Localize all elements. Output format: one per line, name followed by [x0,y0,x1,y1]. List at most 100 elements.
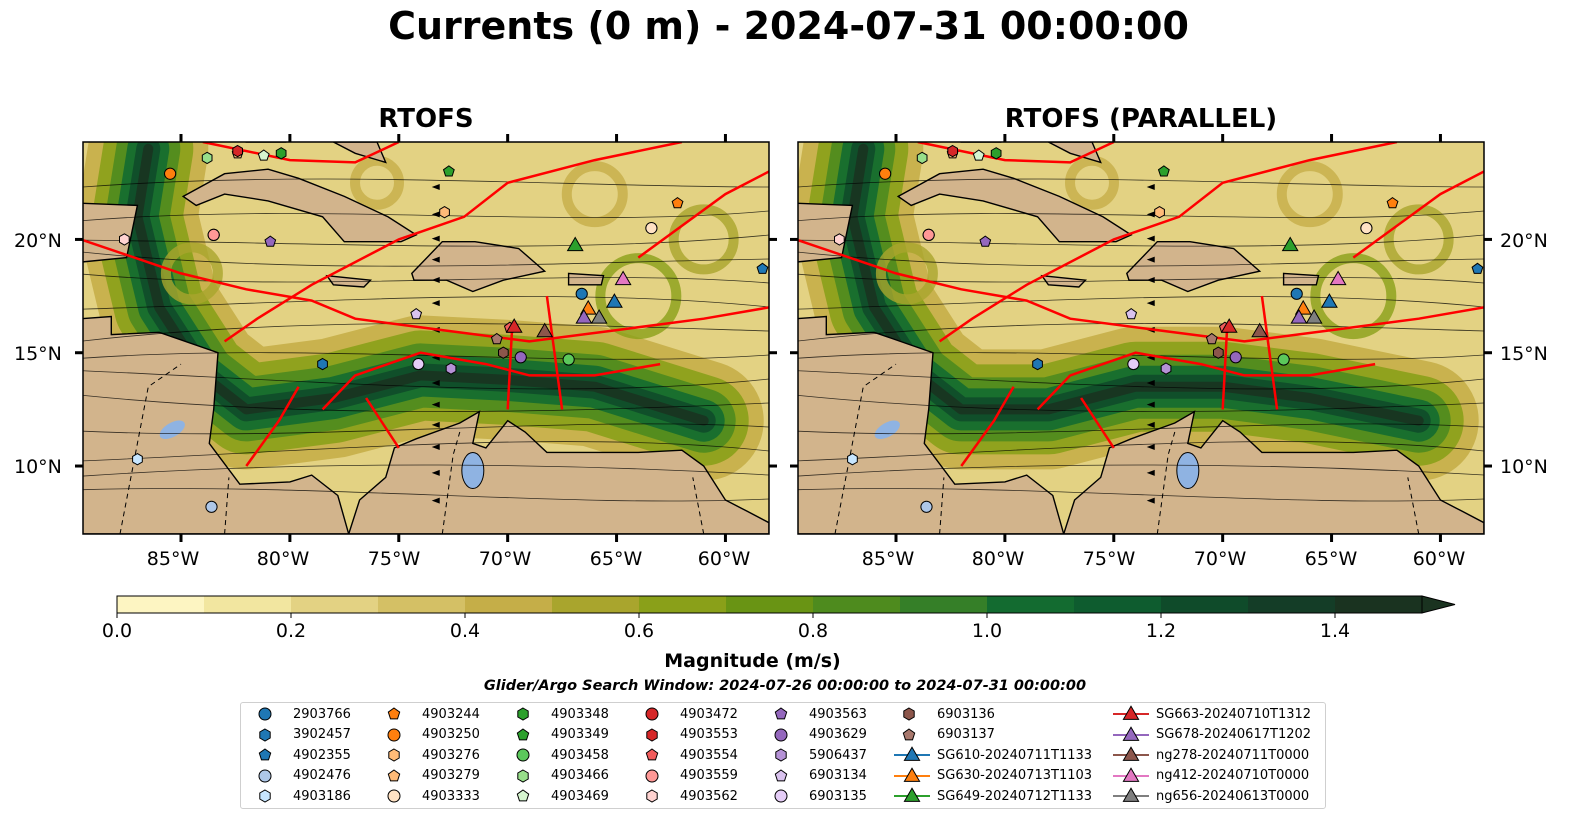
legend-hexagon-icon [259,789,271,803]
legend-hexagon-icon [646,727,658,742]
map-rtofs-parallel [790,134,1492,542]
legend-marker [645,769,659,782]
colorbar-tick-label: 0.8 [798,620,828,642]
eez-boundary-0 [202,142,400,164]
lake-maracaibo [461,452,485,490]
observation-4903244 [1386,196,1399,209]
legend-label: 3902457 [293,727,351,742]
eddy-ring-2 [350,155,404,210]
legend-marker [774,728,788,741]
legend-triangle-icon [1122,746,1140,761]
legend-item-SG610-20240711T1133: SG610-20240711T1133 [891,745,1092,765]
lon-label-65w-left: 65°W [589,548,643,570]
land-central-america [83,315,350,534]
lat-label-20n-right: 20°N [1500,230,1548,252]
observation-4902355 [756,262,769,274]
country-border-1 [939,477,945,534]
legend-item-4903349: 4903349 [505,725,609,745]
figure-title: Currents (0 m) - 2024-07-31 00:00:00 [388,4,1189,48]
map-frame [82,141,770,535]
colorbar-frame [116,595,1423,614]
country-border-1 [224,477,230,534]
streamlines [83,178,769,504]
legend-item-4903250: 4903250 [376,725,480,745]
streamline [83,423,769,435]
legend-marker [258,707,272,721]
eez-boundary-3 [223,142,683,343]
legend-marker [1113,787,1149,802]
observation-6903136 [498,346,509,359]
eez-boundary-8 [365,397,400,449]
streamline [83,234,769,247]
observation-4903276 [1154,206,1165,219]
legend-marker [516,789,530,802]
lake-maracaibo [1176,452,1200,490]
legend-marker [645,707,659,721]
streamline [798,234,1484,247]
country-border-3 [1407,477,1420,534]
streamline [83,178,769,188]
legend-marker [646,789,658,803]
legend-label: 4903553 [680,727,738,742]
observation-4903333 [645,222,658,235]
legend-pentagon-icon [387,707,401,720]
lon-label-65w-right: 65°W [1304,548,1358,570]
eez-boundary-7 [960,386,1015,467]
legend-circle-icon [387,728,401,741]
observation-4903559 [207,228,220,242]
legend-hexagon-icon [388,748,400,762]
observation-6903134 [1125,307,1138,320]
lake-nicaragua [159,420,185,440]
legend-label: ng656-20240613T0000 [1156,788,1310,804]
lon-label-75w-left: 75°W [367,548,421,570]
land-cuba [896,168,1133,243]
observation-4903553 [232,144,243,158]
streamline [798,296,1484,310]
streamline-arrow [1146,401,1155,408]
observation-SG678-20240617T1202 [575,309,593,324]
legend-item-4903629: 4903629 [763,725,867,745]
streamline [83,251,769,267]
observation-4902355 [1471,262,1484,274]
observation-4903349 [1157,165,1170,177]
legend-item-4903562: 4903562 [634,786,738,806]
country-border-3 [692,477,705,534]
panel-title-rtofs-parallel: RTOFS (PARALLEL) [1004,104,1278,134]
observation-SG663-20240710T1312 [1220,318,1238,333]
legend-item-4903186: 4903186 [247,786,351,806]
legend-marker [774,707,788,720]
legend-marker [387,789,401,803]
legend-marker [774,789,788,803]
observation-ng278-20240711T0000 [536,322,554,338]
observation-6903135 [1127,357,1140,371]
legend-pentagon-icon [902,727,916,740]
streamline [83,441,769,462]
eez-boundary-7 [245,386,300,467]
colorbar-bin [726,596,814,613]
eez-boundary-6 [637,170,769,259]
legend-item-4903348: 4903348 [505,704,609,724]
land-cuba [181,168,418,243]
lon-label-60w-left: 60°W [697,548,751,570]
streamline [798,441,1484,462]
observation-4903244 [671,196,684,209]
streamline [83,488,769,502]
legend-triangle-icon [903,787,921,802]
observation-3902457 [317,357,328,371]
legend-marker [258,748,272,761]
legend-label: 4903186 [293,788,351,804]
eez-boundary-5 [1260,295,1279,410]
legend-item-4903466: 4903466 [505,766,609,786]
legend-triangle-icon [903,746,921,761]
lon-label-85w-left: 85°W [146,548,200,570]
observation-6903135 [412,357,425,371]
legend-label: SG630-20240713T1103 [937,768,1093,783]
observation-SG649-20240712T1133 [566,236,584,252]
colorbar-bin [1335,596,1423,613]
observation-SG678-20240617T1202 [1290,309,1308,324]
legend-hexagon-icon [259,727,271,742]
legend-label: 4902476 [293,768,351,783]
legend-circle-icon [516,748,530,762]
observation-4903469 [257,149,270,161]
colorbar-bin [552,596,640,613]
